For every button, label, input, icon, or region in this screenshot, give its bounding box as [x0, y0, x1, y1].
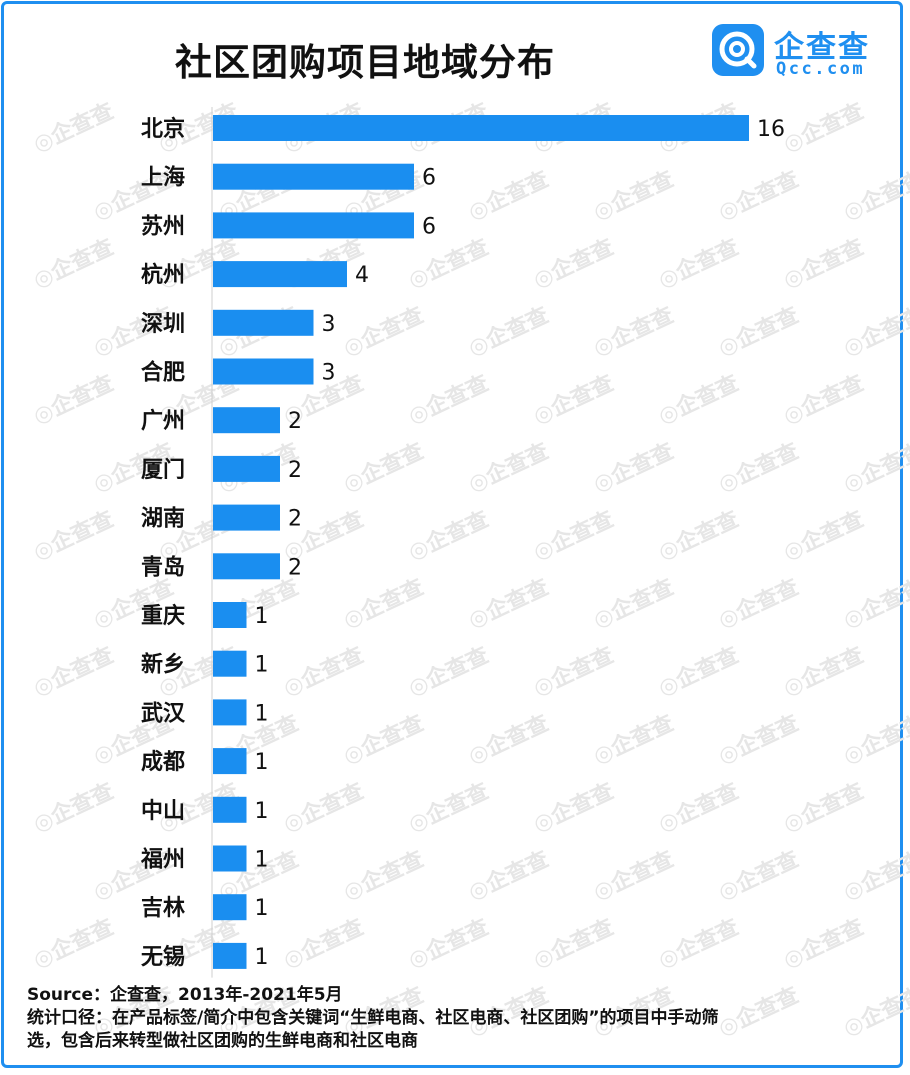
data-label: 4 — [355, 263, 369, 288]
category-label: 合肥 — [141, 360, 185, 386]
bar — [213, 407, 280, 434]
bar — [213, 650, 247, 677]
bar — [213, 358, 314, 385]
method-note-line-1: 统计口径：在产品标签/简介中包含关键词“生鲜电商、社区电商、社区团购”的项目中手… — [27, 1008, 719, 1028]
bar — [213, 796, 247, 823]
category-label: 吉林 — [141, 895, 185, 921]
chart-title: 社区团购项目地域分布 — [175, 41, 555, 84]
method-note-line-2: 选，包含后来转型做社区团购的生鲜电商和社区电商 — [27, 1031, 418, 1051]
category-label: 厦门 — [141, 457, 185, 483]
category-label: 苏州 — [141, 213, 185, 239]
data-label: 1 — [255, 945, 269, 970]
category-label: 上海 — [141, 165, 185, 191]
data-label: 1 — [255, 701, 269, 726]
bar — [213, 553, 280, 580]
bar — [213, 261, 347, 288]
bar — [213, 699, 247, 726]
footer: Source：企查查，2013年-2021年5月 统计口径：在产品标签/简介中包… — [27, 984, 892, 1053]
category-label: 成都 — [141, 750, 185, 775]
bar — [213, 504, 280, 531]
category-label: 深圳 — [141, 312, 185, 337]
bar — [213, 894, 247, 921]
category-label: 新乡 — [141, 652, 185, 678]
bar — [213, 602, 247, 628]
data-label: 16 — [757, 117, 785, 142]
data-label: 1 — [255, 750, 269, 775]
category-label: 福州 — [140, 848, 185, 873]
category-label: 无锡 — [141, 945, 185, 970]
data-label: 6 — [422, 166, 436, 191]
bar — [213, 212, 414, 239]
data-label: 2 — [288, 555, 302, 580]
category-label: 杭州 — [141, 262, 185, 288]
bar-chart: 北京 16 上海 6 苏州 6 杭州 4 深圳 3 合肥 3 广州 2 厦门 2 湖南 2 青岛 2 重庆 1 新乡 1 武汉 1… — [140, 107, 785, 978]
data-label: 6 — [422, 214, 436, 239]
category-label: 北京 — [141, 116, 185, 142]
data-label: 3 — [322, 361, 336, 386]
category-label: 广州 — [141, 408, 185, 434]
data-label: 1 — [255, 653, 269, 678]
category-label: 武汉 — [141, 701, 186, 726]
data-label: 1 — [255, 604, 269, 629]
qcc-logo-icon — [712, 24, 764, 76]
category-label: 中山 — [141, 799, 185, 824]
category-label: 重庆 — [141, 603, 185, 629]
bar — [213, 163, 414, 190]
qcc-logo: 企查查 Qcc.com — [712, 22, 892, 82]
bar — [213, 115, 749, 141]
bar — [213, 845, 247, 872]
category-label: 青岛 — [141, 554, 185, 580]
data-label: 2 — [288, 507, 302, 532]
logo-name: 企查查 — [774, 30, 870, 65]
data-label: 1 — [255, 848, 269, 873]
logo-domain: Qcc.com — [776, 59, 866, 79]
category-label: 湖南 — [141, 507, 185, 532]
data-label: 2 — [288, 458, 302, 483]
bar — [213, 748, 247, 775]
bar — [213, 309, 314, 336]
bar — [213, 942, 247, 969]
bar — [213, 455, 280, 482]
data-label: 1 — [255, 896, 269, 921]
source-note: Source：企查查，2013年-2021年5月 — [27, 985, 343, 1005]
data-label: 2 — [288, 409, 302, 434]
data-label: 3 — [322, 312, 336, 337]
data-label: 1 — [255, 799, 269, 824]
